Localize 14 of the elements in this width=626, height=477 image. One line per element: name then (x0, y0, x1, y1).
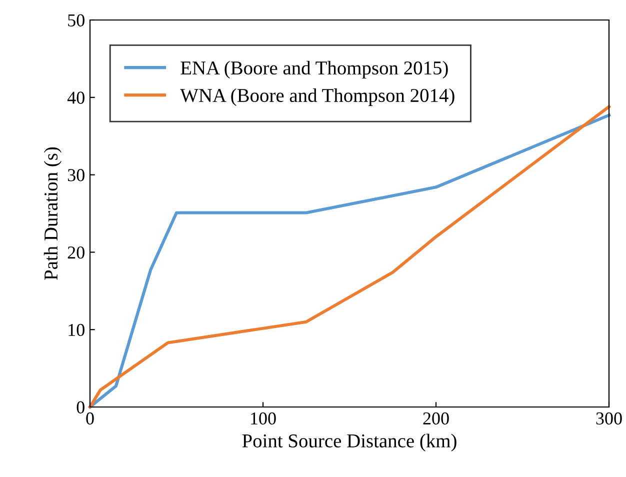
y-tick-label: 30 (68, 169, 84, 182)
x-tick-label: 200 (423, 412, 449, 425)
y-axis-title: Path Duration (s) (44, 147, 62, 280)
legend-label: ENA (Boore and Thompson 2015) (180, 60, 448, 79)
y-tick-label: 10 (68, 324, 84, 336)
y-tick-label: 20 (68, 246, 84, 259)
x-tick-label: 100 (251, 412, 276, 425)
x-axis-title: Point Source Distance (km) (242, 434, 456, 452)
x-tick-label: 0 (86, 412, 94, 425)
y-tick-label: 0 (76, 401, 84, 414)
legend-label: WNA (Boore and Thompson 2014) (180, 88, 454, 106)
x-tick-label: 300 (596, 412, 622, 425)
y-tick-label: 40 (67, 92, 84, 104)
y-tick-label: 50 (68, 14, 84, 26)
